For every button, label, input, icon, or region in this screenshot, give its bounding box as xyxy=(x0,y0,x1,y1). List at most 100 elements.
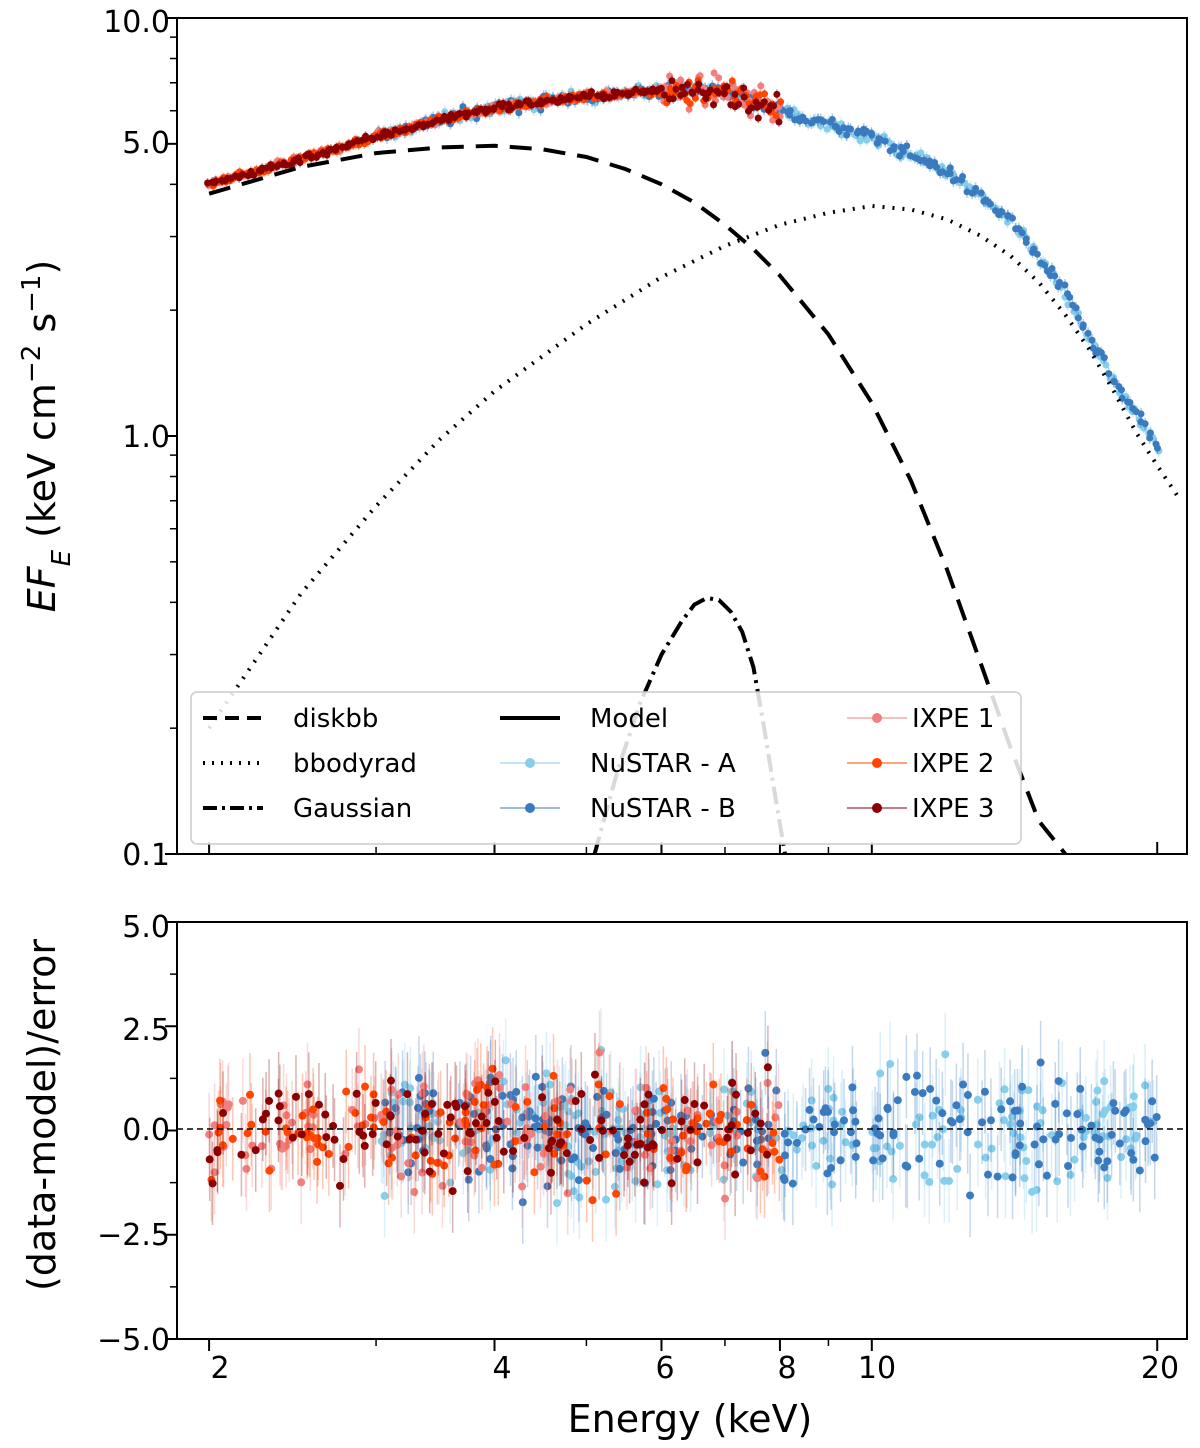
spectrum-point-ixpe_2 xyxy=(772,112,780,120)
residual-point-nustar_b xyxy=(948,1118,957,1127)
residual-point-ixpe_2 xyxy=(461,1108,470,1117)
residual-point-ixpe_2 xyxy=(588,1196,597,1205)
residual-point-ixpe_2 xyxy=(215,1096,224,1105)
residual-point-ixpe_2 xyxy=(775,1155,784,1164)
residual-point-nustar_b xyxy=(1008,1173,1017,1182)
spectrum-point-nustar_b xyxy=(899,147,907,155)
residual-point-ixpe_3 xyxy=(624,1134,633,1143)
residual-point-nustar_b xyxy=(1127,1149,1136,1158)
xtick-label-4: 4 xyxy=(492,1351,511,1386)
residual-point-ixpe_1 xyxy=(541,1112,550,1121)
residual-point-nustar_b xyxy=(518,1113,527,1122)
spectrum-point-ixpe_3 xyxy=(770,102,778,110)
spectrum-point-nustar_b xyxy=(828,115,836,123)
residual-point-ixpe_2 xyxy=(247,1120,256,1129)
residual-point-ixpe_2 xyxy=(282,1124,291,1133)
xtick-label-6: 6 xyxy=(655,1351,674,1386)
spectrum-point-nustar_b xyxy=(1051,272,1059,280)
residual-point-nustar_a xyxy=(981,1153,990,1162)
residual-point-nustar_b xyxy=(1111,1106,1120,1115)
residual-point-nustar_b xyxy=(512,1087,521,1096)
residual-point-nustar_b xyxy=(893,1096,902,1105)
spectrum-point-nustar_b xyxy=(946,164,954,172)
residual-point-ixpe_3 xyxy=(494,1117,503,1126)
residual-point-nustar_b xyxy=(752,1136,761,1145)
spectrum-point-ixpe_1 xyxy=(710,69,718,77)
residual-point-ixpe_1 xyxy=(733,1131,742,1140)
spectrum-point-ixpe_3 xyxy=(689,89,697,97)
residual-point-ixpe_3 xyxy=(443,1100,452,1109)
spectrum-point-nustar_b xyxy=(1074,314,1082,322)
residual-point-nustar_a xyxy=(826,1154,835,1163)
residual-point-ixpe_1 xyxy=(394,1090,403,1099)
residual-point-nustar_a xyxy=(639,1124,648,1133)
residual-point-nustar_a xyxy=(987,1144,996,1153)
residual-point-nustar_b xyxy=(533,1143,542,1152)
residual-point-ixpe_2 xyxy=(553,1130,562,1139)
residual-point-nustar_a xyxy=(1093,1086,1102,1095)
residual-point-ixpe_2 xyxy=(313,1157,322,1166)
spectrum-point-ixpe_3 xyxy=(282,161,290,169)
residual-point-ixpe_3 xyxy=(546,1168,555,1177)
residual-point-ixpe_3 xyxy=(274,1089,283,1098)
residual-point-nustar_a xyxy=(719,1175,728,1184)
residual-point-ixpe_3 xyxy=(630,1150,639,1159)
residual-point-nustar_b xyxy=(570,1153,579,1162)
spectrum-point-nustar_b xyxy=(854,127,862,135)
residual-point-ixpe_1 xyxy=(521,1083,530,1092)
spectrum-point-ixpe_3 xyxy=(731,90,739,98)
residual-point-ixpe_1 xyxy=(686,1137,695,1146)
residual-point-ixpe_3 xyxy=(403,1090,412,1099)
residual-point-nustar_b xyxy=(963,1091,972,1100)
spectrum-point-ixpe_3 xyxy=(499,99,507,107)
residual-point-ixpe_3 xyxy=(360,1141,369,1150)
residual-point-nustar_a xyxy=(1100,1077,1109,1086)
residual-point-nustar_a xyxy=(406,1124,415,1133)
residual-point-nustar_b xyxy=(498,1091,507,1100)
spectrum-point-ixpe_2 xyxy=(686,100,694,108)
residual-point-nustar_b xyxy=(1076,1084,1085,1093)
residual-point-ixpe_3 xyxy=(359,1131,368,1140)
residual-point-nustar_b xyxy=(470,1109,479,1118)
residual-point-nustar_b xyxy=(1015,1141,1024,1150)
residual-point-ixpe_3 xyxy=(690,1100,699,1109)
spectrum-point-ixpe_1 xyxy=(757,82,765,90)
spectrum-point-ixpe_3 xyxy=(668,77,676,85)
residual-point-ixpe_1 xyxy=(774,1101,783,1110)
residual-point-nustar_b xyxy=(1010,1106,1019,1115)
residual-point-nustar_b xyxy=(963,1128,972,1137)
residual-point-ixpe_3 xyxy=(451,1099,460,1108)
residual-point-ixpe_2 xyxy=(742,1116,751,1125)
residual-point-nustar_b xyxy=(889,1131,898,1140)
residual-point-nustar_b xyxy=(744,1084,753,1093)
residual-point-ixpe_3 xyxy=(208,1179,217,1188)
residual-point-nustar_b xyxy=(955,1115,964,1124)
residual-point-ixpe_2 xyxy=(756,1167,765,1176)
residual-point-nustar_a xyxy=(559,1101,568,1110)
residual-point-nustar_a xyxy=(872,1144,881,1153)
residual-point-nustar_b xyxy=(611,1148,620,1157)
spectrum-point-nustar_b xyxy=(946,169,954,177)
residual-point-ixpe_2 xyxy=(769,1128,778,1137)
residual-point-nustar_a xyxy=(1022,1156,1031,1165)
residual-point-nustar_b xyxy=(414,1073,423,1082)
residual-point-ixpe_2 xyxy=(663,1105,672,1114)
spectrum-point-nustar_b xyxy=(1100,354,1108,362)
residual-point-nustar_b xyxy=(993,1172,1002,1181)
spectrum-point-ixpe_3 xyxy=(754,114,762,122)
residual-point-ixpe_2 xyxy=(245,1090,254,1099)
spectrum-point-ixpe_3 xyxy=(296,159,304,167)
residual-point-nustar_a xyxy=(1024,1086,1033,1095)
residual-point-nustar_b xyxy=(538,1082,547,1091)
residual-point-nustar_b xyxy=(615,1164,624,1173)
residual-point-nustar_a xyxy=(824,1084,833,1093)
spectrum-point-nustar_a xyxy=(917,149,925,157)
residual-point-nustar_b xyxy=(581,1119,590,1128)
residual-point-ixpe_3 xyxy=(405,1135,414,1144)
residual-point-nustar_b xyxy=(1091,1133,1100,1142)
residual-point-nustar_a xyxy=(999,1116,1008,1125)
residual-point-ixpe_3 xyxy=(644,1090,653,1099)
spectrum-point-nustar_b xyxy=(1056,278,1064,286)
residual-point-nustar_a xyxy=(631,1177,640,1186)
residual-point-nustar_a xyxy=(945,1176,954,1185)
